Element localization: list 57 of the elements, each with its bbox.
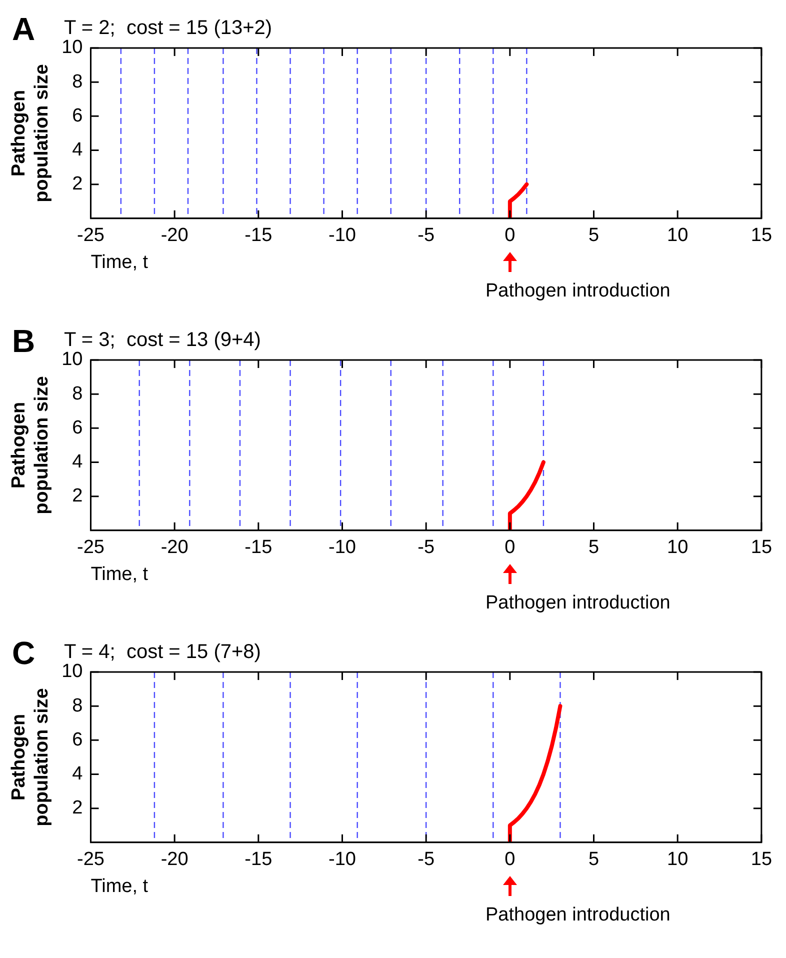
x-tick-label: 10 <box>667 225 688 246</box>
y-tick-label: 6 <box>72 729 83 750</box>
y-axis-title: Pathogen population size <box>8 688 52 826</box>
x-axis-title: Time, t <box>90 564 149 585</box>
x-tick-label: -25 <box>77 225 104 246</box>
x-tick-label: -5 <box>418 225 435 246</box>
text: C <box>12 635 36 671</box>
y-tick-label: 10 <box>62 349 83 370</box>
x-tick-label: -15 <box>244 225 272 246</box>
text: Pathogen introduction <box>485 280 670 302</box>
x-tick-label: -25 <box>77 537 104 558</box>
y-tick-label: 2 <box>72 486 83 507</box>
y-tick-label: 8 <box>72 695 83 716</box>
text: A <box>12 11 36 47</box>
x-tick-label: -5 <box>418 537 435 558</box>
x-tick-label: -10 <box>328 849 356 870</box>
x-tick-label: -5 <box>418 849 435 870</box>
y-axis-title: Pathogen population size <box>8 64 52 202</box>
x-tick-label: -25 <box>77 849 104 870</box>
text: B <box>12 323 36 359</box>
x-tick-label: 15 <box>750 849 772 870</box>
y-tick-label: 10 <box>62 661 83 682</box>
x-tick-label: 5 <box>588 225 600 246</box>
y-tick-label: 6 <box>72 417 83 438</box>
text: Pathogen introduction <box>485 904 670 926</box>
y-axis-title: Pathogen population size <box>8 376 52 514</box>
x-tick-label: 0 <box>504 849 516 870</box>
y-tick-label: 8 <box>72 383 83 404</box>
x-tick-label: -10 <box>328 537 356 558</box>
x-tick-label: -20 <box>160 537 188 558</box>
x-tick-label: -20 <box>160 849 188 870</box>
y-tick-label: 2 <box>72 798 83 819</box>
y-tick-label: 6 <box>72 105 83 126</box>
x-tick-label: -10 <box>328 225 356 246</box>
x-tick-label: 15 <box>750 225 772 246</box>
x-tick-label: 5 <box>588 849 600 870</box>
chart-title: T = 2; cost = 15 (13+2) <box>64 17 272 39</box>
x-tick-label: 0 <box>504 537 516 558</box>
x-axis-title: Time, t <box>90 252 149 273</box>
y-tick-label: 4 <box>72 139 84 160</box>
y-tick-label: 8 <box>72 71 83 92</box>
chart-title: T = 4; cost = 15 (7+8) <box>64 641 261 663</box>
y-tick-label: 4 <box>72 763 84 784</box>
y-tick-label: 10 <box>62 37 83 58</box>
x-tick-label: -20 <box>160 225 188 246</box>
x-tick-label: 10 <box>667 537 688 558</box>
x-axis-title: Time, t <box>90 876 149 897</box>
text: Pathogen introduction <box>485 592 670 614</box>
x-tick-label: 0 <box>504 225 516 246</box>
x-tick-label: 5 <box>588 537 600 558</box>
x-tick-label: -15 <box>244 537 272 558</box>
chart-title: T = 3; cost = 13 (9+4) <box>64 329 261 351</box>
x-tick-label: 15 <box>750 537 772 558</box>
x-tick-label: 10 <box>667 849 688 870</box>
x-tick-label: -15 <box>244 849 272 870</box>
y-tick-label: 2 <box>72 174 83 195</box>
y-tick-label: 4 <box>72 451 84 472</box>
